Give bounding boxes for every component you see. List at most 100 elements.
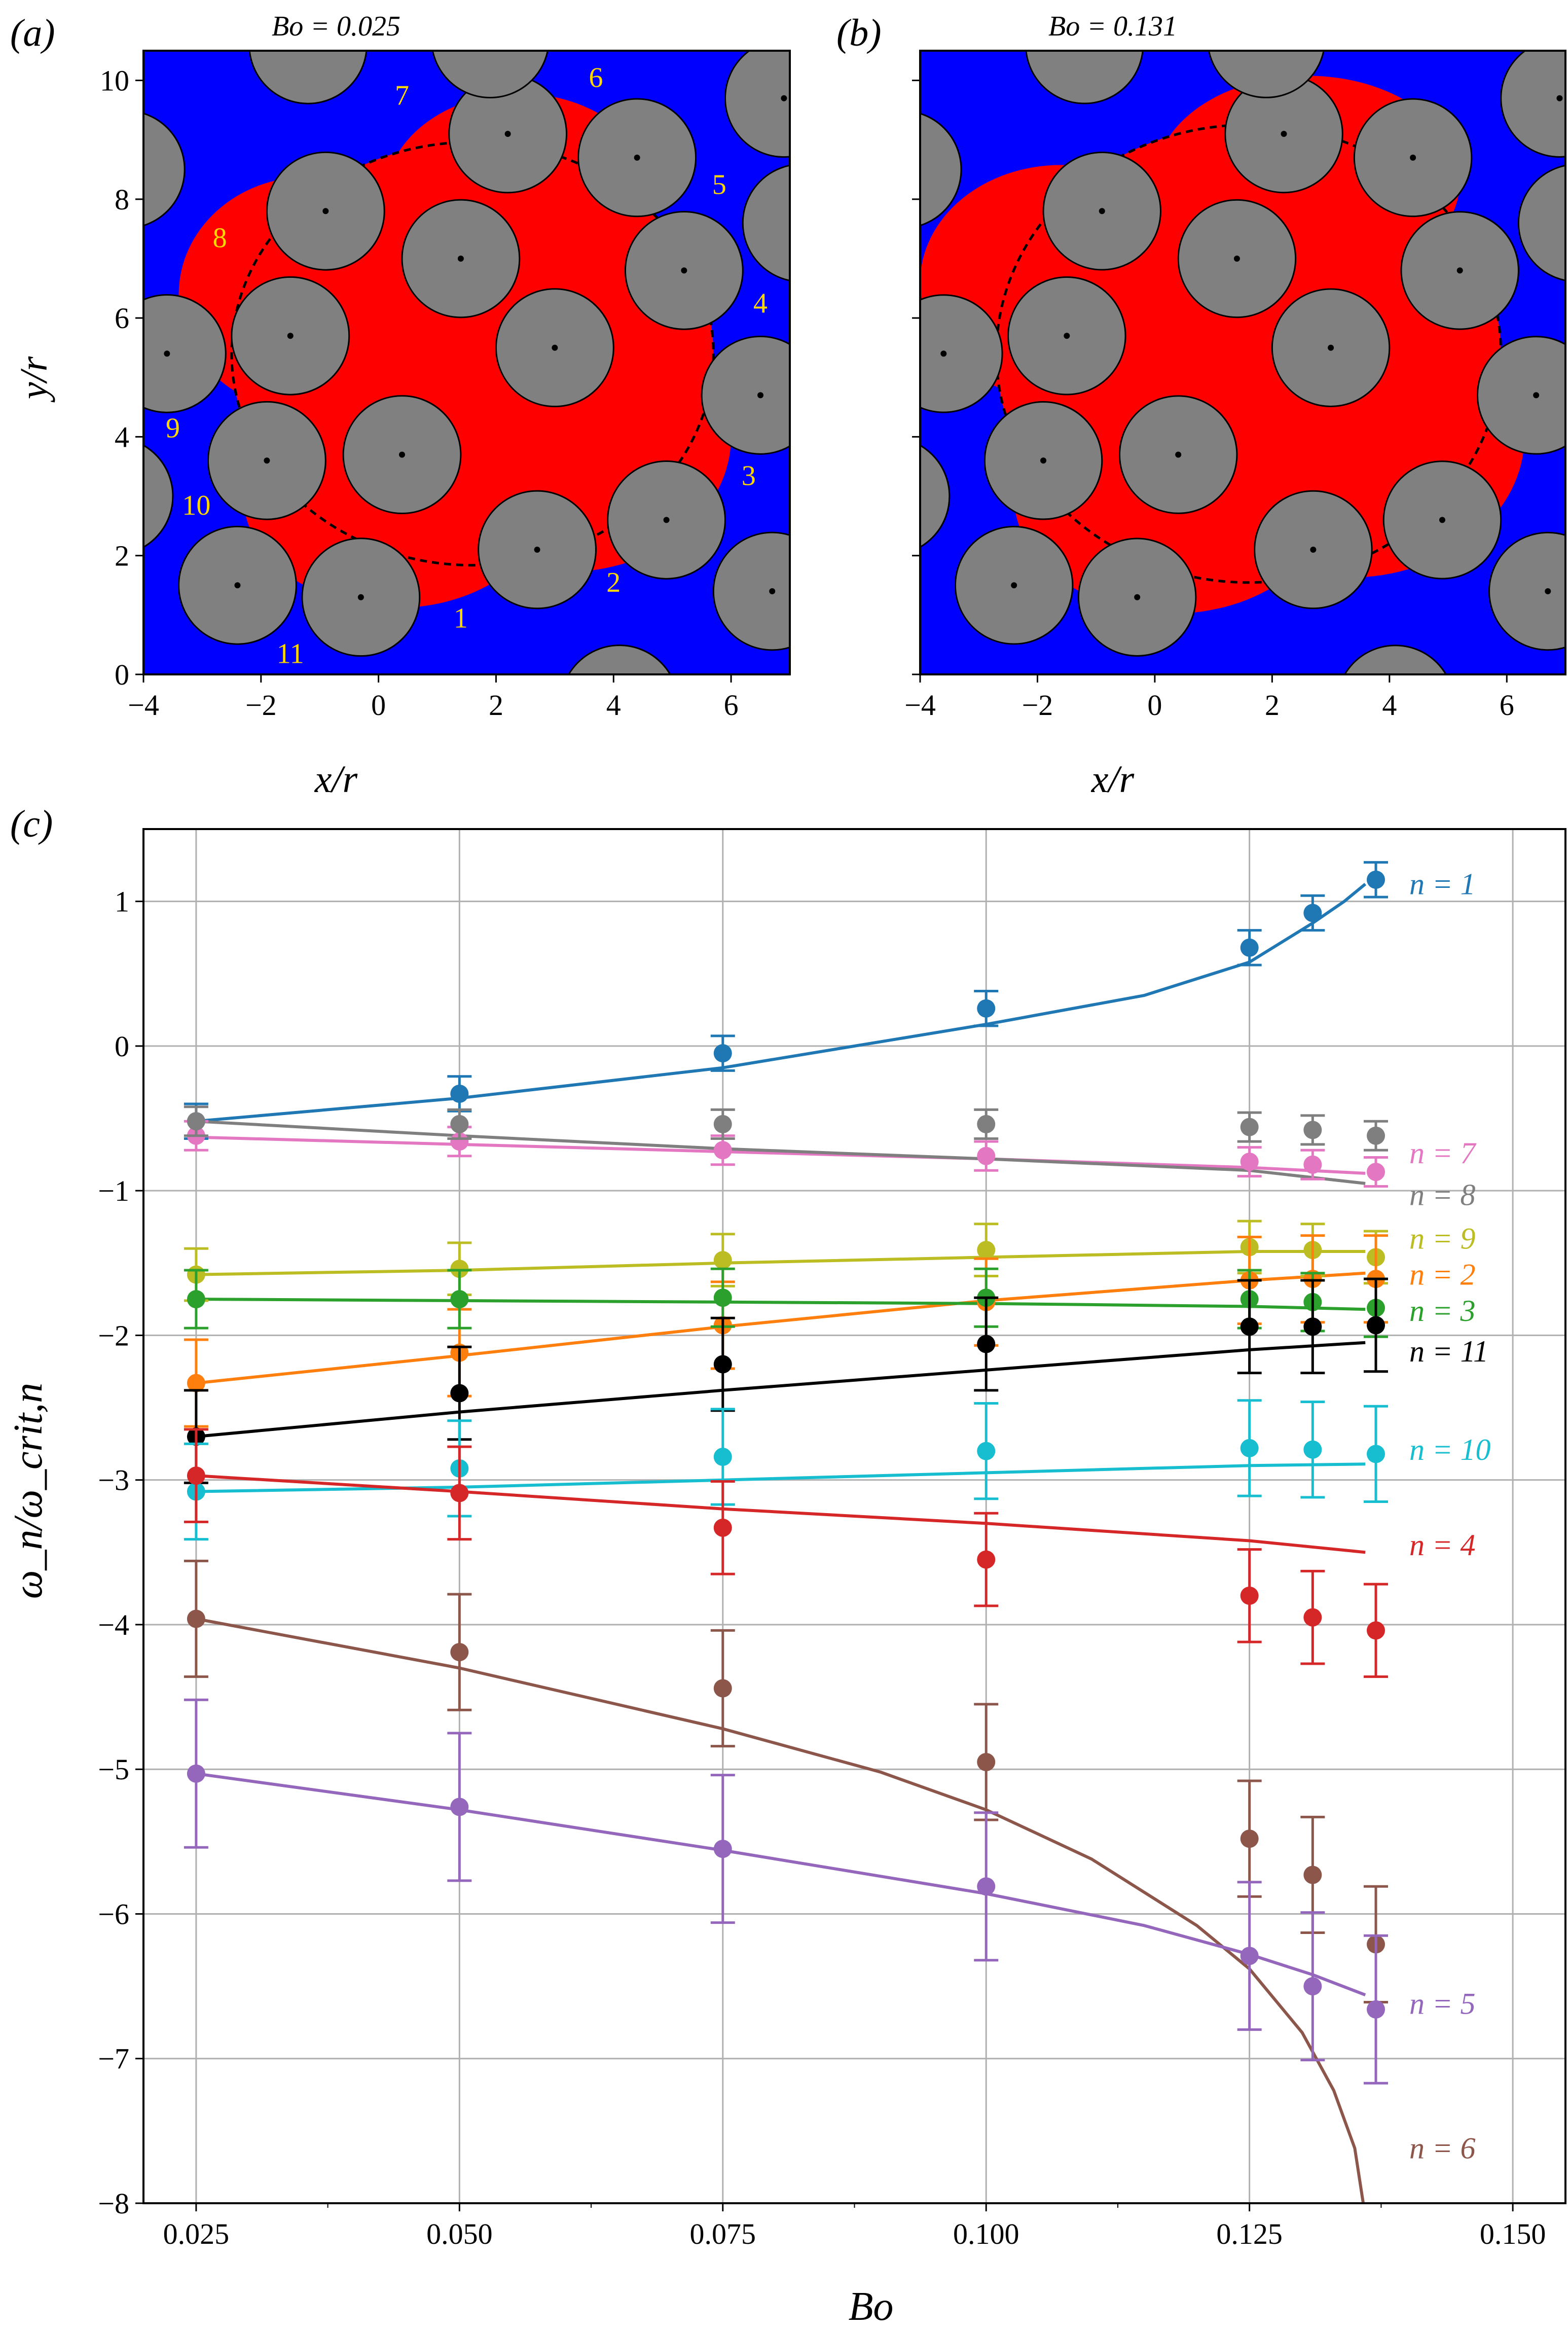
grain-center — [634, 154, 640, 161]
grain-center — [1556, 95, 1563, 101]
grain-center — [769, 588, 776, 594]
grain — [1488, 531, 1565, 651]
pore-label: 10 — [182, 490, 210, 521]
grain — [1025, 51, 1144, 104]
panel-c: (c) 0.025 0.050 0.075 0.100 0.125 0.150 1 0 −1 −2… — [6, 803, 1566, 2329]
data-point — [977, 1877, 996, 1896]
curve-5 — [196, 1271, 1366, 1385]
data-point — [713, 1679, 732, 1698]
data-point — [977, 1115, 996, 1133]
grain-center — [663, 517, 670, 523]
panel-c-label: (c) — [10, 803, 53, 845]
grain-center — [357, 594, 364, 600]
x-tick-label: 0 — [1147, 689, 1162, 722]
y-tick-label: 4 — [115, 420, 129, 453]
grain — [143, 444, 174, 548]
data-point — [450, 1798, 469, 1816]
data-point — [713, 1448, 732, 1466]
data-point — [1240, 938, 1259, 957]
panel-a-label: (a) — [10, 12, 55, 54]
grain-center — [534, 547, 540, 553]
grain-center — [1233, 256, 1240, 262]
panel-a-axes: −4 −2 0 2 4 6 0 2 4 6 8 10 — [100, 50, 791, 722]
curve-4 — [196, 1250, 1366, 1276]
curve-7 — [196, 1341, 1366, 1439]
data-point — [713, 1251, 732, 1270]
panel-b: (b) Bo = 0.131 −4 −2 0 2 4 6 x/r — [836, 11, 1566, 801]
pore-label: 8 — [213, 223, 227, 254]
y-tick-label: −3 — [98, 1464, 129, 1497]
grain-center — [1545, 588, 1551, 594]
data-point — [1240, 1118, 1259, 1136]
grain-center — [1175, 451, 1182, 458]
data-point — [713, 1141, 732, 1160]
curve-6 — [196, 1298, 1366, 1311]
grain — [920, 294, 1003, 413]
panel-b-field — [920, 51, 1565, 674]
grain-center — [1328, 344, 1334, 351]
grain — [1476, 336, 1565, 455]
curve-3 — [196, 1120, 1366, 1185]
grain — [431, 51, 549, 98]
data-point — [187, 1609, 205, 1628]
data-point — [450, 1384, 469, 1403]
curve-9 — [196, 1474, 1366, 1554]
panel-b-label: (b) — [836, 12, 882, 54]
panel-c-series-labels: n = 1 n = 7 n = 8 n = 9n = 2n = 3 n = 11 n = … — [1409, 867, 1491, 2165]
data-point — [450, 1132, 469, 1151]
data-point — [450, 1260, 469, 1278]
data-point — [1367, 1621, 1385, 1640]
data-point — [1303, 1608, 1322, 1627]
pore-label: 4 — [753, 288, 768, 319]
pore-label: 11 — [277, 638, 304, 670]
data-point — [1240, 1947, 1259, 1965]
grain-center — [1134, 594, 1141, 600]
data-point — [713, 1518, 732, 1537]
panel-a-plot-area: 1 2 3 4 5 6 7 8 9 10 11 — [143, 51, 790, 674]
data-point — [713, 1840, 732, 1858]
data-point — [977, 1146, 996, 1165]
panel-b-xlabel: x/r — [1091, 758, 1135, 801]
y-tick-label: 6 — [115, 302, 129, 335]
x-tick-label: 0.050 — [426, 2217, 493, 2250]
data-point — [977, 1241, 996, 1260]
x-tick-label: 2 — [1265, 689, 1280, 722]
data-point — [450, 1115, 469, 1133]
data-point — [1303, 1977, 1322, 1996]
series-label: n = 1 — [1409, 867, 1476, 901]
y-tick-label: 0 — [115, 1030, 129, 1063]
data-point — [450, 1484, 469, 1502]
y-tick-label: 1 — [115, 885, 129, 918]
data-point — [1303, 1155, 1322, 1174]
x-tick-label: 0.150 — [1480, 2217, 1546, 2250]
y-tick-label: −7 — [98, 2042, 129, 2075]
series-label: n = 8 — [1409, 1178, 1476, 1212]
grain — [1343, 644, 1447, 674]
x-tick-label: 6 — [1500, 689, 1514, 722]
grain — [724, 51, 790, 158]
data-point — [1240, 1586, 1259, 1605]
x-tick-label: 4 — [1382, 689, 1397, 722]
x-tick-label: 0.100 — [953, 2217, 1019, 2250]
grain-center — [552, 344, 558, 351]
y-tick-label: −6 — [98, 1897, 129, 1930]
grain — [712, 531, 790, 651]
grain-center — [504, 131, 511, 137]
pore-label: 5 — [712, 169, 726, 200]
data-point — [187, 1374, 205, 1392]
data-point — [1240, 1153, 1259, 1171]
panel-b-axes: −4 −2 0 2 4 6 — [904, 50, 1566, 722]
y-tick-label: −5 — [98, 1753, 129, 1786]
pore-label: 9 — [166, 413, 180, 444]
x-tick-label: 0.075 — [690, 2217, 756, 2250]
series-label: n = 3 — [1409, 1294, 1476, 1328]
panel-a-title: Bo = 0.025 — [272, 11, 400, 42]
data-point — [1303, 1317, 1322, 1336]
data-point — [187, 1112, 205, 1131]
y-tick-label: 8 — [115, 183, 129, 216]
data-point — [1367, 1316, 1385, 1335]
data-point — [1303, 904, 1322, 922]
series-label: n = 2 — [1409, 1258, 1476, 1292]
grain — [920, 113, 962, 227]
data-point — [1303, 1866, 1322, 1884]
